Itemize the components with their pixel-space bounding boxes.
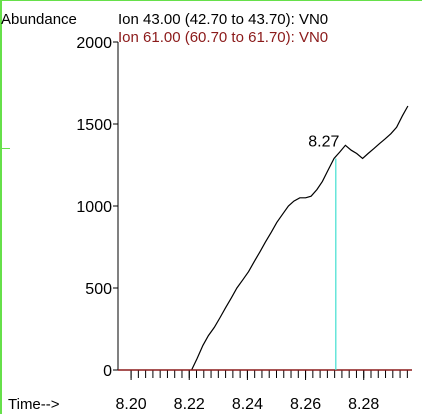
- green-panel-divider: [0, 148, 10, 149]
- y-tick-label: 500: [85, 281, 112, 298]
- tick-marks: [113, 41, 408, 380]
- y-tick-label: 2000: [76, 35, 112, 52]
- green-frame-left-edge: [0, 0, 2, 414]
- x-tick-label: 8.22: [174, 396, 205, 413]
- x-tick-label: 8.28: [348, 396, 379, 413]
- y-tick-label: 0: [103, 363, 112, 380]
- y-tick-label: 1000: [76, 199, 112, 216]
- y-tick-labels: 0 500 1000 1500 2000: [76, 35, 112, 380]
- x-tick-label: 8.26: [290, 396, 321, 413]
- legend-entry-ion-43: Ion 43.00 (42.70 to 43.70): VN0: [118, 11, 328, 28]
- x-tick-label: 8.24: [232, 396, 263, 413]
- series-line-ion-43: [191, 105, 409, 371]
- legend-entry-ion-61: Ion 61.00 (60.70 to 61.70): VN0: [118, 29, 328, 46]
- x-tick-label: 8.20: [116, 396, 147, 413]
- annotation-layer: 8.27: [308, 133, 339, 370]
- green-frame-top-edge: [0, 0, 422, 1]
- y-tick-label: 1500: [76, 117, 112, 134]
- peak-annotation-label: 8.27: [308, 133, 339, 150]
- x-axis-label: Time-->: [8, 396, 60, 413]
- x-tick-labels: 8.20 8.22 8.24 8.26 8.28: [116, 396, 380, 413]
- series-layer: [118, 105, 412, 371]
- y-axis-label: Abundance: [1, 11, 77, 28]
